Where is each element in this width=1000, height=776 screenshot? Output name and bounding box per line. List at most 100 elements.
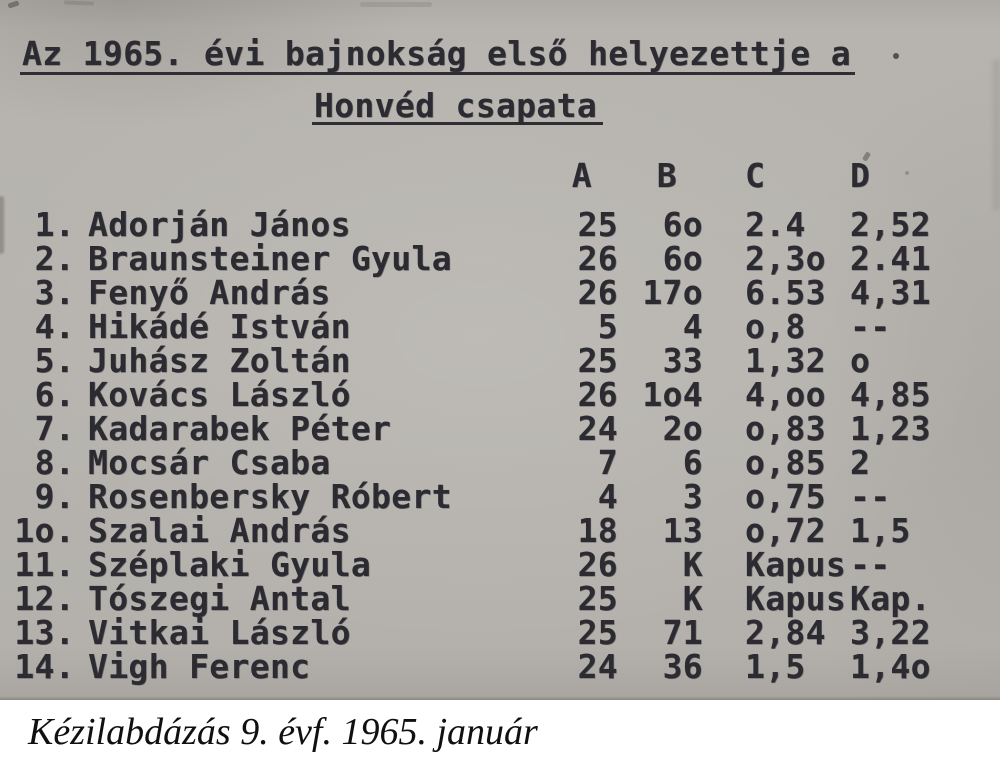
column-header-a: A bbox=[571, 156, 592, 195]
table-row: 8. Mocsár Csaba 7 6 o,85 2 bbox=[0, 446, 1000, 480]
col-a-value: 5 bbox=[597, 307, 618, 346]
col-b-value: 1o4 bbox=[642, 375, 703, 414]
col-a-value: 26 bbox=[577, 239, 618, 278]
col-a-value: 25 bbox=[577, 205, 618, 244]
scan-noise-speck bbox=[63, 0, 95, 6]
col-c-value: 1,32 bbox=[745, 341, 826, 380]
row-number: 1. bbox=[34, 205, 75, 244]
col-d-value: -- bbox=[850, 545, 891, 584]
column-header-c: C bbox=[745, 156, 766, 195]
player-name: Kadarabek Péter bbox=[88, 409, 392, 448]
col-d-value: Kap. bbox=[850, 579, 931, 618]
col-b-value: 33 bbox=[662, 341, 703, 380]
player-name: Tószegi Antal bbox=[88, 579, 351, 618]
document-title-line2: Honvéd csapata bbox=[312, 89, 604, 125]
row-number: 14. bbox=[14, 647, 75, 686]
row-number: 11. bbox=[14, 545, 75, 584]
player-name: Vigh Ferenc bbox=[88, 647, 311, 686]
player-name: Kovács László bbox=[88, 375, 351, 414]
table-rows: 1. Adorján János 25 6o 2.4 2,52 2. Braun… bbox=[0, 208, 1000, 684]
col-c-value: 1,5 bbox=[745, 647, 806, 686]
col-d-value: 1,4o bbox=[850, 647, 931, 686]
col-c-value: 6.53 bbox=[745, 273, 826, 312]
player-name: Vitkai László bbox=[88, 613, 351, 652]
col-b-value: 17o bbox=[642, 273, 703, 312]
row-number: 3. bbox=[34, 273, 75, 312]
player-name: Széplaki Gyula bbox=[88, 545, 372, 584]
table-row: 11. Széplaki Gyula 26 K Kapus -- bbox=[0, 548, 1000, 582]
col-b-value: 36 bbox=[662, 647, 703, 686]
document-scan: Az 1965. évi bajnokság első helyezettje … bbox=[0, 0, 1000, 700]
table-row: 1o. Szalai András 18 13 o,72 1,5 bbox=[0, 514, 1000, 548]
row-number: 9. bbox=[34, 477, 75, 516]
col-c-value: o,72 bbox=[745, 511, 826, 550]
col-d-value: -- bbox=[850, 307, 891, 346]
col-d-value: 1,23 bbox=[850, 409, 931, 448]
row-number: 4. bbox=[34, 307, 75, 346]
col-d-value: -- bbox=[850, 477, 891, 516]
col-c-value: 4,oo bbox=[745, 375, 826, 414]
col-d-value: 2.41 bbox=[850, 239, 931, 278]
col-c-value: o,83 bbox=[745, 409, 826, 448]
table-header-row: A B C D bbox=[0, 159, 1000, 193]
col-a-value: 26 bbox=[577, 545, 618, 584]
col-b-value: 3 bbox=[682, 477, 703, 516]
table-row: 4. Hikádé István 5 4 o,8 -- bbox=[0, 310, 1000, 344]
col-a-value: 24 bbox=[577, 647, 618, 686]
col-c-value: 2.4 bbox=[745, 205, 806, 244]
table-row: 9. Rosenbersky Róbert 4 3 o,75 -- bbox=[0, 480, 1000, 514]
scan-bottom-edge-shadow bbox=[0, 696, 1000, 700]
col-d-value: 1,5 bbox=[850, 511, 911, 550]
player-name: Fenyő András bbox=[88, 273, 331, 312]
row-number: 13. bbox=[14, 613, 75, 652]
scan-noise-speck bbox=[360, 2, 432, 7]
player-name: Hikádé István bbox=[88, 307, 351, 346]
table-row: 6. Kovács László 26 1o4 4,oo 4,85 bbox=[0, 378, 1000, 412]
col-b-value: K bbox=[682, 579, 703, 618]
col-d-value: o bbox=[850, 341, 871, 380]
table-row: 5. Juhász Zoltán 25 33 1,32 o bbox=[0, 344, 1000, 378]
col-b-value: K bbox=[682, 545, 703, 584]
table-row: 12. Tószegi Antal 25 K Kapus Kap. bbox=[0, 582, 1000, 616]
col-a-value: 25 bbox=[577, 341, 618, 380]
col-b-value: 4 bbox=[682, 307, 703, 346]
col-c-value: o,85 bbox=[745, 443, 826, 482]
col-d-value: 2 bbox=[850, 443, 871, 482]
player-name: Rosenbersky Róbert bbox=[88, 477, 452, 516]
player-name: Mocsár Csaba bbox=[88, 443, 331, 482]
column-header-d: D bbox=[850, 156, 871, 195]
document-title-line1: Az 1965. évi bajnokság első helyezettje … bbox=[20, 37, 855, 75]
col-d-value: 3,22 bbox=[850, 613, 931, 652]
col-a-value: 24 bbox=[577, 409, 618, 448]
row-number: 1o. bbox=[14, 511, 75, 550]
row-number: 8. bbox=[34, 443, 75, 482]
col-c-value: Kapus bbox=[745, 545, 847, 584]
col-a-value: 26 bbox=[577, 273, 618, 312]
row-number: 2. bbox=[34, 239, 75, 278]
col-b-value: 2o bbox=[662, 409, 703, 448]
col-c-value: o,75 bbox=[745, 477, 826, 516]
col-b-value: 71 bbox=[662, 613, 703, 652]
player-name: Szalai András bbox=[88, 511, 351, 550]
player-name: Braunsteiner Gyula bbox=[88, 239, 452, 278]
table-row: 14. Vigh Ferenc 24 36 1,5 1,4o bbox=[0, 650, 1000, 684]
player-name: Adorján János bbox=[88, 205, 351, 244]
col-a-value: 18 bbox=[577, 511, 618, 550]
col-a-value: 26 bbox=[577, 375, 618, 414]
table-row: 2. Braunsteiner Gyula 26 6o 2,3o 2.41 bbox=[0, 242, 1000, 276]
scan-noise-speck bbox=[7, 0, 20, 9]
table-row: 7. Kadarabek Péter 24 2o o,83 1,23 bbox=[0, 412, 1000, 446]
table-row: 3. Fenyő András 26 17o 6.53 4,31 bbox=[0, 276, 1000, 310]
row-number: 12. bbox=[14, 579, 75, 618]
col-b-value: 13 bbox=[662, 511, 703, 550]
row-number: 6. bbox=[34, 375, 75, 414]
col-d-value: 2,52 bbox=[850, 205, 931, 244]
col-b-value: 6o bbox=[662, 205, 703, 244]
col-c-value: Kapus bbox=[745, 579, 847, 618]
col-b-value: 6 bbox=[682, 443, 703, 482]
col-a-value: 4 bbox=[597, 477, 618, 516]
row-number: 5. bbox=[34, 341, 75, 380]
col-d-value: 4,31 bbox=[850, 273, 931, 312]
player-name: Juhász Zoltán bbox=[88, 341, 351, 380]
col-c-value: 2,84 bbox=[745, 613, 826, 652]
